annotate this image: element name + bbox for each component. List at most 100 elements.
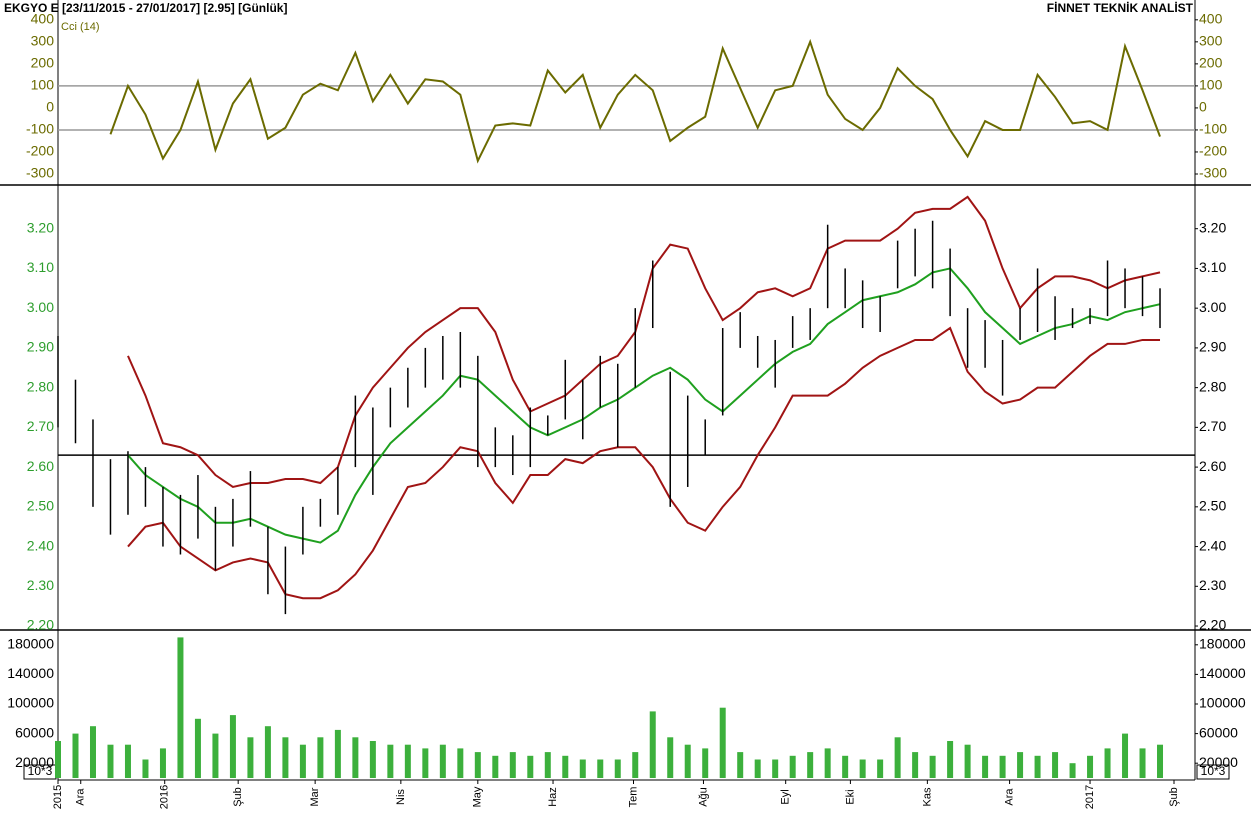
volume-bar	[859, 759, 866, 778]
volume-bar	[369, 741, 376, 778]
volume-bar	[229, 715, 236, 778]
y-tick-label: -100	[26, 121, 54, 137]
indicator-label: Cci (14)	[61, 21, 100, 33]
y-tick-label: 2.20	[1199, 617, 1226, 633]
volume-bar	[702, 748, 709, 778]
y-tick-label: 2.60	[1199, 458, 1226, 474]
volume-bar	[247, 737, 254, 778]
volume-bar	[982, 755, 989, 778]
x-tick-label: Şub	[1168, 787, 1180, 807]
volume-bar	[72, 733, 79, 778]
y-tick-label: 2.80	[1199, 378, 1226, 394]
y-tick-label: 3.20	[27, 219, 54, 235]
volume-bar	[177, 637, 184, 778]
volume-bar	[824, 748, 831, 778]
volume-bar	[439, 744, 446, 778]
line	[127, 326, 1161, 600]
volume-bar	[894, 737, 901, 778]
volume-bar	[912, 752, 919, 778]
volume-bar	[159, 748, 166, 778]
unit-label: 10*3	[1201, 764, 1226, 778]
volume-bar	[877, 759, 884, 778]
volume-bar	[142, 759, 149, 778]
y-tick-label: 300	[31, 33, 55, 49]
x-tick-label: Ara	[1003, 788, 1015, 806]
x-tick-label: Ara	[75, 788, 87, 806]
x-tick-label: Mar	[309, 787, 321, 806]
volume-bar	[667, 737, 674, 778]
y-tick-label: 2.90	[27, 339, 54, 355]
volume-bar	[842, 755, 849, 778]
y-tick-label: 2.30	[27, 577, 54, 593]
volume-bar	[807, 752, 814, 778]
volume-bar	[492, 755, 499, 778]
y-tick-label: 0	[46, 99, 54, 115]
volume-bar	[632, 752, 639, 778]
volume-bar	[264, 726, 271, 778]
volume-bar	[544, 752, 551, 778]
y-tick-label: 2.60	[27, 458, 54, 474]
volume-bar	[597, 759, 604, 778]
y-tick-label: 2.40	[1199, 537, 1226, 553]
y-tick-label: -100	[1199, 121, 1227, 137]
volume-bar	[1017, 752, 1024, 778]
y-tick-label: -200	[26, 143, 54, 159]
y-tick-label: 3.20	[1199, 219, 1226, 235]
volume-bar	[964, 744, 971, 778]
brand: FİNNET TEKNİK ANALİST	[1047, 0, 1194, 15]
volume-bar	[754, 759, 761, 778]
x-tick-label: Şub	[232, 787, 244, 807]
y-tick-label: 2.70	[27, 418, 54, 434]
y-tick-label: 3.00	[1199, 299, 1226, 315]
volume-bar	[299, 744, 306, 778]
y-tick-label: 400	[1199, 11, 1223, 27]
y-tick-label: 200	[1199, 55, 1223, 71]
x-tick-label: Nis	[395, 789, 407, 805]
volume-bar	[1104, 748, 1111, 778]
volume-bar	[212, 733, 219, 778]
volume-bar	[614, 759, 621, 778]
y-tick-label: 20000	[15, 754, 54, 770]
volume-bar	[772, 759, 779, 778]
volume-bar	[89, 726, 96, 778]
y-tick-label: -300	[26, 165, 54, 181]
volume-bar	[1122, 733, 1129, 778]
volume-bar	[562, 755, 569, 778]
y-tick-label: -300	[1199, 165, 1227, 181]
volume-bar	[334, 729, 341, 778]
volume-bar	[1052, 752, 1059, 778]
x-tick-label: Haz	[547, 787, 559, 807]
volume-bar	[509, 752, 516, 778]
volume-bar	[107, 744, 114, 778]
y-tick-label: 2.30	[1199, 577, 1226, 593]
x-tick-label: Kas	[921, 787, 933, 806]
y-tick-label: 2.40	[27, 537, 54, 553]
volume-bar	[474, 752, 481, 778]
y-tick-label: -200	[1199, 143, 1227, 159]
volume-bar	[352, 737, 359, 778]
line	[109, 38, 1161, 164]
y-tick-label: 3.00	[27, 299, 54, 315]
y-tick-label: 200	[31, 55, 55, 71]
volume-bar	[527, 755, 534, 778]
y-tick-label: 3.10	[1199, 259, 1226, 275]
volume-bar	[404, 744, 411, 778]
unit-box	[1196, 764, 1230, 780]
y-tick-label: 2.50	[1199, 498, 1226, 514]
y-tick-label: 300	[1199, 33, 1223, 49]
y-tick-label: 60000	[15, 724, 54, 740]
y-tick-label: 400	[31, 11, 55, 27]
unit-label: 10*3	[28, 764, 53, 778]
x-tick-label: Ağu	[697, 787, 709, 807]
volume-bar	[719, 707, 726, 778]
y-tick-label: 100000	[7, 695, 54, 711]
volume-bar	[929, 755, 936, 778]
y-tick-label: 180000	[7, 636, 54, 652]
chart-title: EKGYO E [23/11/2015 - 27/01/2017] [2.95]…	[4, 1, 287, 15]
y-tick-label: 20000	[1199, 754, 1238, 770]
x-tick-label: May	[472, 786, 484, 807]
volume-bar	[1034, 755, 1041, 778]
y-tick-label: 2.70	[1199, 418, 1226, 434]
